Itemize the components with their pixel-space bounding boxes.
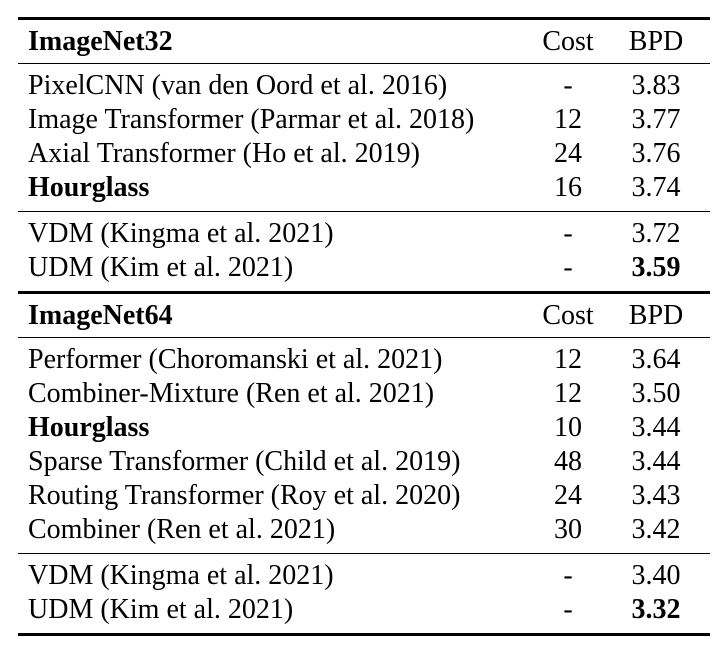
- cost-value-cell: 12: [554, 378, 582, 409]
- cost-value-cell: -: [563, 252, 573, 283]
- table-row: VDM (Kingma et al. 2021) - 3.72: [18, 217, 710, 251]
- cost-value-cell: 24: [554, 480, 582, 511]
- table-row: Axial Transformer (Ho et al. 2019) 24 3.…: [18, 137, 710, 171]
- cost-value-cell: 48: [554, 446, 582, 477]
- table-row: UDM (Kim et al. 2021) - 3.32: [18, 593, 710, 627]
- cost-value-cell: 16: [554, 172, 582, 203]
- cost-value-cell: -: [563, 218, 573, 249]
- table-row: Combiner (Ren et al. 2021) 30 3.42: [18, 513, 710, 547]
- model-name-cell: UDM (Kim et al. 2021): [28, 252, 294, 283]
- section-header-row: ImageNet32 Cost BPD: [18, 20, 710, 64]
- model-name-cell: VDM (Kingma et al. 2021): [28, 218, 334, 249]
- section-header-row: ImageNet64 Cost BPD: [18, 294, 710, 338]
- table-row: Hourglass 16 3.74: [18, 171, 710, 205]
- model-group: Performer (Choromanski et al. 2021) 12 3…: [18, 338, 710, 553]
- dataset-title: ImageNet32: [28, 25, 173, 57]
- bpd-column-header: BPD: [628, 299, 684, 331]
- dataset-title: ImageNet64: [28, 299, 173, 331]
- bpd-column-header: BPD: [628, 25, 684, 57]
- model-group: VDM (Kingma et al. 2021) - 3.72 UDM (Kim…: [18, 211, 710, 291]
- model-name-cell: Sparse Transformer (Child et al. 2019): [28, 446, 461, 477]
- cost-column-header: Cost: [542, 299, 594, 331]
- cost-value-cell: -: [563, 560, 573, 591]
- table-row: Hourglass 10 3.44: [18, 411, 710, 445]
- cost-value-cell: -: [563, 70, 573, 101]
- cost-value-cell: -: [563, 594, 573, 625]
- bpd-value-cell: 3.44: [631, 412, 681, 443]
- benchmark-results-table: ImageNet32 Cost BPD PixelCNN (van den Oo…: [18, 17, 710, 636]
- bpd-value-cell: 3.59: [631, 252, 681, 283]
- model-name-cell: Axial Transformer (Ho et al. 2019): [28, 138, 420, 169]
- model-name-cell: Performer (Choromanski et al. 2021): [28, 344, 443, 375]
- bpd-value-cell: 3.83: [631, 70, 681, 101]
- bpd-value-cell: 3.76: [631, 138, 681, 169]
- bpd-value-cell: 3.42: [631, 514, 681, 545]
- cost-column-header: Cost: [542, 25, 594, 57]
- model-name-cell: Image Transformer (Parmar et al. 2018): [28, 104, 475, 135]
- dataset-section: ImageNet64 Cost BPD Performer (Choromans…: [18, 294, 710, 636]
- model-name-cell: Routing Transformer (Roy et al. 2020): [28, 480, 461, 511]
- cost-value-cell: 10: [554, 412, 582, 443]
- bpd-value-cell: 3.44: [631, 446, 681, 477]
- cost-value-cell: 30: [554, 514, 582, 545]
- model-name-cell: Hourglass: [28, 172, 150, 203]
- bpd-value-cell: 3.43: [631, 480, 681, 511]
- table-row: VDM (Kingma et al. 2021) - 3.40: [18, 559, 710, 593]
- bpd-value-cell: 3.50: [631, 378, 681, 409]
- bpd-value-cell: 3.77: [631, 104, 681, 135]
- table-row: UDM (Kim et al. 2021) - 3.59: [18, 251, 710, 285]
- cost-value-cell: 12: [554, 344, 582, 375]
- model-name-cell: Hourglass: [28, 412, 150, 443]
- table-row: Performer (Choromanski et al. 2021) 12 3…: [18, 343, 710, 377]
- table-row: Sparse Transformer (Child et al. 2019) 4…: [18, 445, 710, 479]
- cost-value-cell: 24: [554, 138, 582, 169]
- model-name-cell: UDM (Kim et al. 2021): [28, 594, 294, 625]
- model-group: PixelCNN (van den Oord et al. 2016) - 3.…: [18, 64, 710, 211]
- bpd-value-cell: 3.74: [631, 172, 681, 203]
- dataset-section: ImageNet32 Cost BPD PixelCNN (van den Oo…: [18, 20, 710, 294]
- model-name-cell: Combiner (Ren et al. 2021): [28, 514, 336, 545]
- table-row: Image Transformer (Parmar et al. 2018) 1…: [18, 103, 710, 137]
- table-row: PixelCNN (van den Oord et al. 2016) - 3.…: [18, 69, 710, 103]
- model-group: VDM (Kingma et al. 2021) - 3.40 UDM (Kim…: [18, 553, 710, 633]
- bpd-value-cell: 3.40: [631, 560, 681, 591]
- cost-value-cell: 12: [554, 104, 582, 135]
- bpd-value-cell: 3.64: [631, 344, 681, 375]
- model-name-cell: VDM (Kingma et al. 2021): [28, 560, 334, 591]
- bpd-value-cell: 3.72: [631, 218, 681, 249]
- model-name-cell: PixelCNN (van den Oord et al. 2016): [28, 70, 448, 101]
- table-row: Routing Transformer (Roy et al. 2020) 24…: [18, 479, 710, 513]
- model-name-cell: Combiner-Mixture (Ren et al. 2021): [28, 378, 435, 409]
- table-row: Combiner-Mixture (Ren et al. 2021) 12 3.…: [18, 377, 710, 411]
- bpd-value-cell: 3.32: [631, 594, 681, 625]
